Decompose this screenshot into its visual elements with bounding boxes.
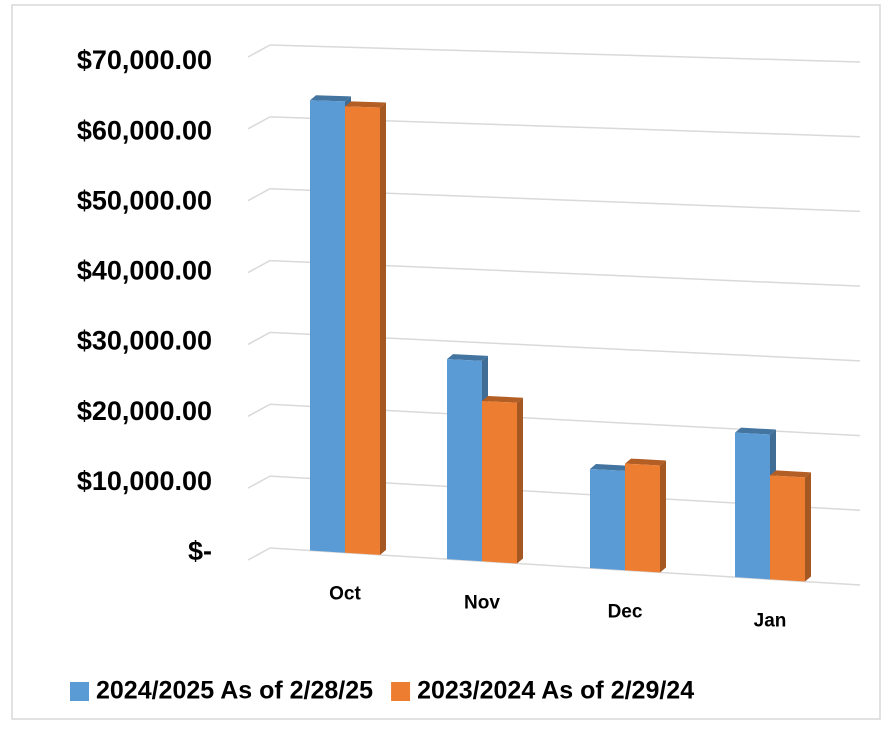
bar [625,458,666,573]
grid-depth [247,475,271,489]
bar-front [590,468,625,571]
legend-label: 2024/2025 As of 2/28/25 [96,677,373,705]
bar-top [482,395,523,403]
bar-top [735,427,776,435]
grid-depth [247,188,271,202]
bar-top [770,470,811,478]
bar-front [447,359,482,562]
bar-front [735,432,770,580]
bar-side [380,102,386,555]
bar [735,427,776,580]
x-tick-label: Nov [464,592,500,613]
bar [590,463,631,571]
x-tick-label: Jan [754,610,787,631]
bar-top [310,95,351,102]
bar [345,101,386,555]
legend-swatch [391,682,411,701]
bar-side [660,460,666,573]
bar [482,395,523,564]
y-tick-label: $40,000.00 [77,256,212,286]
legend-swatch [70,682,89,701]
bar-top [345,101,386,108]
bar-front [625,463,660,573]
bar-front [770,475,805,582]
y-tick-label: $70,000.00 [77,45,212,75]
grid-depth [247,331,271,346]
x-tick-label: Oct [329,584,361,605]
bar-side [517,397,523,564]
bar-top [625,458,666,466]
grid-depth [247,547,271,561]
bar [770,470,811,582]
bar [310,95,351,553]
y-tick-label: $50,000.00 [77,185,212,215]
y-tick-label: $10,000.00 [77,466,212,496]
grid-depth [247,403,271,417]
y-tick-label: $30,000.00 [77,326,212,356]
chart-border [11,4,881,720]
bar-side [805,472,811,582]
bar-front [310,100,345,553]
legend-label: 2023/2024 As of 2/29/24 [417,677,694,705]
grid-depth [247,259,271,274]
bar-top [590,463,631,471]
grid-depth [247,44,271,58]
x-tick-label: Dec [608,601,643,622]
bar-front [345,106,380,555]
y-tick-label: $20,000.00 [77,396,212,426]
grid-line [269,44,861,63]
y-tick-label: $- [188,536,212,566]
bar-front [482,400,517,564]
grid-depth [247,116,271,130]
y-tick-label: $60,000.00 [77,115,212,145]
bar-top [447,354,488,361]
bar [447,354,488,562]
